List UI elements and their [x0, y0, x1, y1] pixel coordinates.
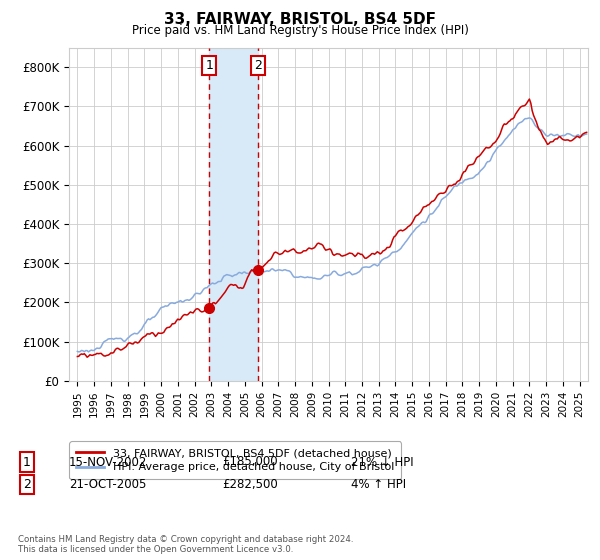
Text: 33, FAIRWAY, BRISTOL, BS4 5DF: 33, FAIRWAY, BRISTOL, BS4 5DF	[164, 12, 436, 27]
Text: 1: 1	[23, 455, 31, 469]
Text: 21-OCT-2005: 21-OCT-2005	[69, 478, 146, 491]
Text: 2: 2	[23, 478, 31, 491]
Text: 15-NOV-2002: 15-NOV-2002	[69, 455, 148, 469]
Text: 2: 2	[254, 59, 262, 72]
Text: 1: 1	[205, 59, 213, 72]
Legend: 33, FAIRWAY, BRISTOL, BS4 5DF (detached house), HPI: Average price, detached hou: 33, FAIRWAY, BRISTOL, BS4 5DF (detached …	[70, 441, 401, 479]
Text: 4% ↑ HPI: 4% ↑ HPI	[351, 478, 406, 491]
Text: £185,000: £185,000	[222, 455, 278, 469]
Text: £282,500: £282,500	[222, 478, 278, 491]
Bar	[209, 48, 258, 381]
Text: 21% ↓ HPI: 21% ↓ HPI	[351, 455, 413, 469]
Text: Price paid vs. HM Land Registry's House Price Index (HPI): Price paid vs. HM Land Registry's House …	[131, 24, 469, 36]
Text: Contains HM Land Registry data © Crown copyright and database right 2024.
This d: Contains HM Land Registry data © Crown c…	[18, 535, 353, 554]
